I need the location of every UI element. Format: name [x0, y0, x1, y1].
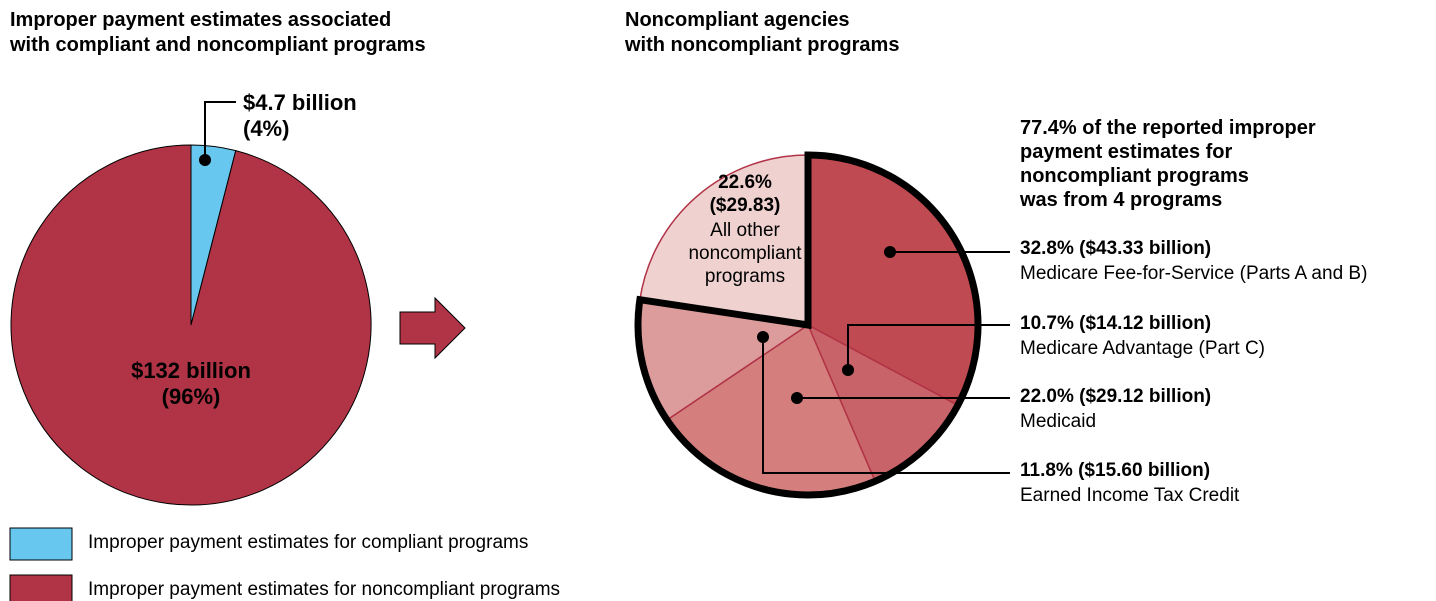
pie-slice [10, 144, 372, 506]
leader-dot [757, 331, 769, 343]
data-label: 11.8% ($15.60 billion) [1020, 460, 1211, 481]
leader-line [847, 324, 1010, 370]
leader-line [204, 101, 236, 160]
leader-dot [791, 392, 803, 404]
chart-title: Improper payment estimates associated wi… [10, 9, 426, 56]
category-label: Medicaid [1020, 411, 1097, 432]
arrow [399, 296, 466, 360]
legend-swatch [9, 574, 73, 601]
category-label: Medicare Fee-for-Service (Parts A and B) [1020, 263, 1368, 284]
data-label: 22.6% ($29.83) [709, 172, 781, 216]
category-label: All other noncompliant programs [688, 220, 802, 287]
group-outline [634, 151, 982, 499]
pie-slice [639, 154, 809, 326]
data-label: $132 billion (96%) [131, 358, 251, 410]
data-label: 22.0% ($29.12 billion) [1020, 386, 1212, 407]
chart-title: Noncompliant agencies with noncompliant … [625, 9, 900, 56]
category-label: Earned Income Tax Credit [1020, 485, 1240, 506]
annotation: 77.4% of the reported improper payment e… [1020, 117, 1316, 211]
leader-line [762, 337, 1010, 474]
data-label: 32.8% ($43.33 billion) [1020, 238, 1212, 259]
category-label: Medicare Advantage (Part C) [1020, 338, 1266, 359]
data-label: $4.7 billion (4%) [243, 90, 357, 142]
legend-swatch [9, 527, 73, 561]
data-label: 10.7% ($14.12 billion) [1020, 313, 1212, 334]
leader-dot [884, 246, 896, 258]
leader-dot [842, 364, 854, 376]
legend-label: Improper payment estimates for noncompli… [88, 579, 561, 600]
legend-label: Improper payment estimates for compliant… [88, 532, 529, 553]
